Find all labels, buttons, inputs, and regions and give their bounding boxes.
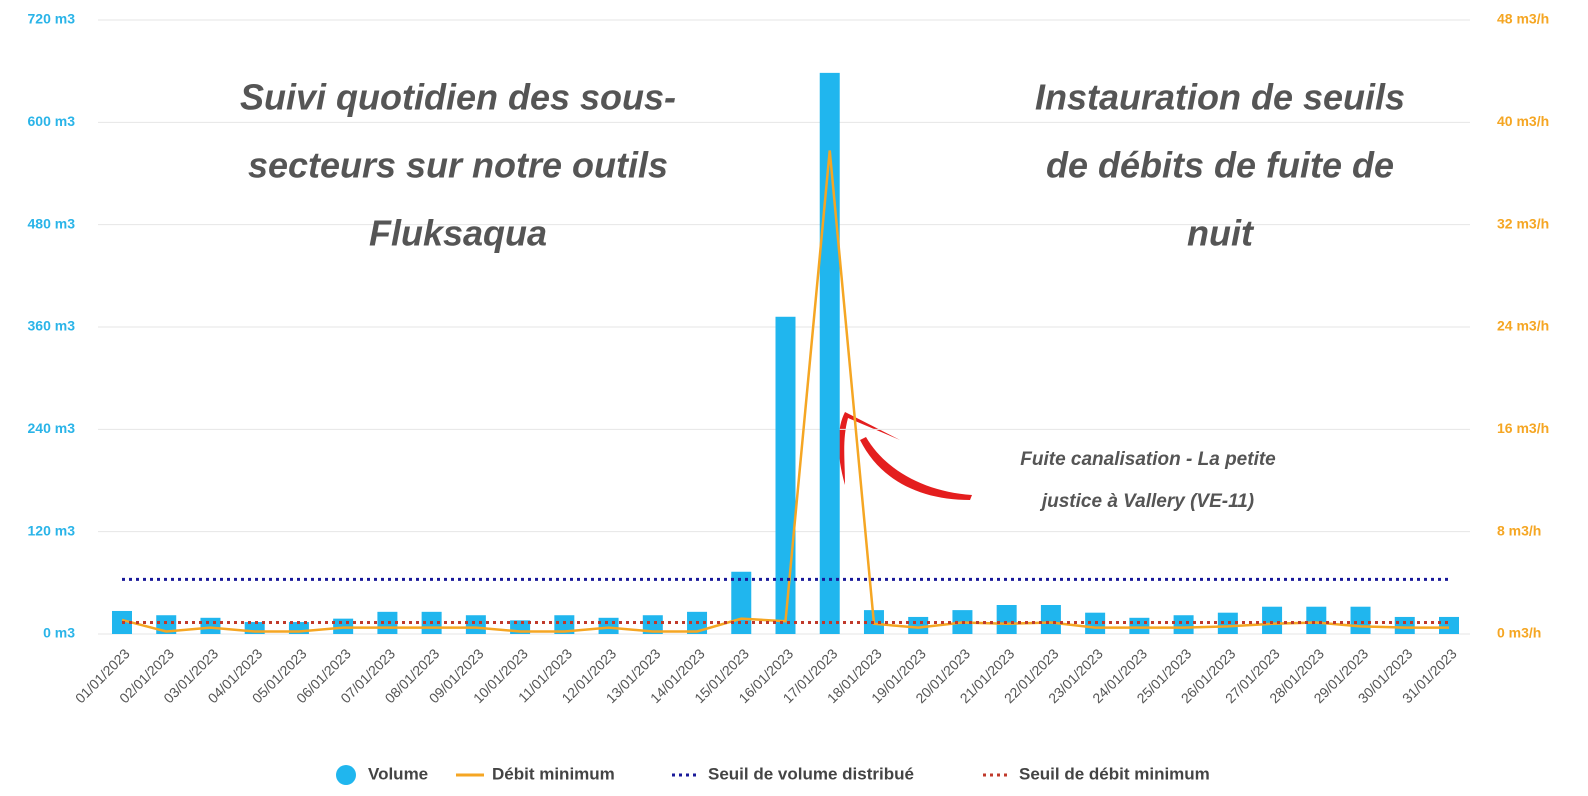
annotation: Fluksaqua — [369, 213, 547, 254]
y2-tick-label: 24 m3/h — [1497, 318, 1549, 334]
annotation: secteurs sur notre outils — [248, 145, 668, 186]
y2-tick-label: 16 m3/h — [1497, 420, 1549, 436]
bar — [465, 615, 486, 634]
bar — [1306, 606, 1327, 634]
annotation: nuit — [1187, 213, 1255, 254]
y2-tick-label: 40 m3/h — [1497, 113, 1549, 129]
y2-tick-label: 32 m3/h — [1497, 215, 1549, 231]
bar — [1394, 616, 1415, 634]
legend-label: Seuil de volume distribué — [708, 764, 914, 783]
bar — [642, 615, 663, 634]
y-tick-label: 120 m3 — [28, 522, 76, 538]
bar — [554, 615, 575, 634]
y2-tick-label: 48 m3/h — [1497, 11, 1549, 27]
annotation: Fuite canalisation - La petite — [1020, 449, 1276, 470]
annotation: justice à Vallery (VE-11) — [1039, 491, 1254, 512]
y-tick-label: 600 m3 — [28, 113, 76, 129]
bar — [1217, 612, 1238, 634]
bar — [598, 617, 619, 634]
y-tick-label: 720 m3 — [28, 11, 76, 27]
bar — [775, 316, 796, 634]
annotation: de débits de fuite de — [1046, 145, 1394, 186]
y2-tick-label: 0 m3/h — [1497, 625, 1541, 641]
legend-label: Débit minimum — [492, 764, 615, 783]
bar — [1262, 606, 1283, 634]
bar — [1173, 615, 1194, 634]
bar — [333, 618, 354, 634]
annotation: Instauration de seuils — [1035, 77, 1405, 118]
legend-swatch — [336, 765, 356, 785]
y-tick-label: 240 m3 — [28, 420, 76, 436]
bar — [1350, 606, 1371, 634]
bar — [731, 571, 752, 634]
y-tick-label: 480 m3 — [28, 215, 76, 231]
legend-label: Seuil de débit minimum — [1019, 764, 1210, 783]
legend-label: Volume — [368, 764, 428, 783]
bar — [908, 616, 929, 634]
y-tick-label: 360 m3 — [28, 318, 76, 334]
bar — [996, 605, 1017, 634]
line — [121, 150, 1449, 633]
bar — [1040, 605, 1061, 634]
bar — [244, 622, 265, 634]
annotation: Suivi quotidien des sous- — [240, 77, 676, 118]
y2-tick-label: 8 m3/h — [1497, 522, 1541, 538]
arrow — [838, 412, 972, 500]
y-tick-label: 0 m3 — [43, 625, 75, 641]
bar — [288, 622, 309, 634]
bar — [200, 617, 221, 634]
bar — [1129, 617, 1150, 634]
bar — [377, 611, 398, 634]
bar — [1439, 616, 1459, 634]
